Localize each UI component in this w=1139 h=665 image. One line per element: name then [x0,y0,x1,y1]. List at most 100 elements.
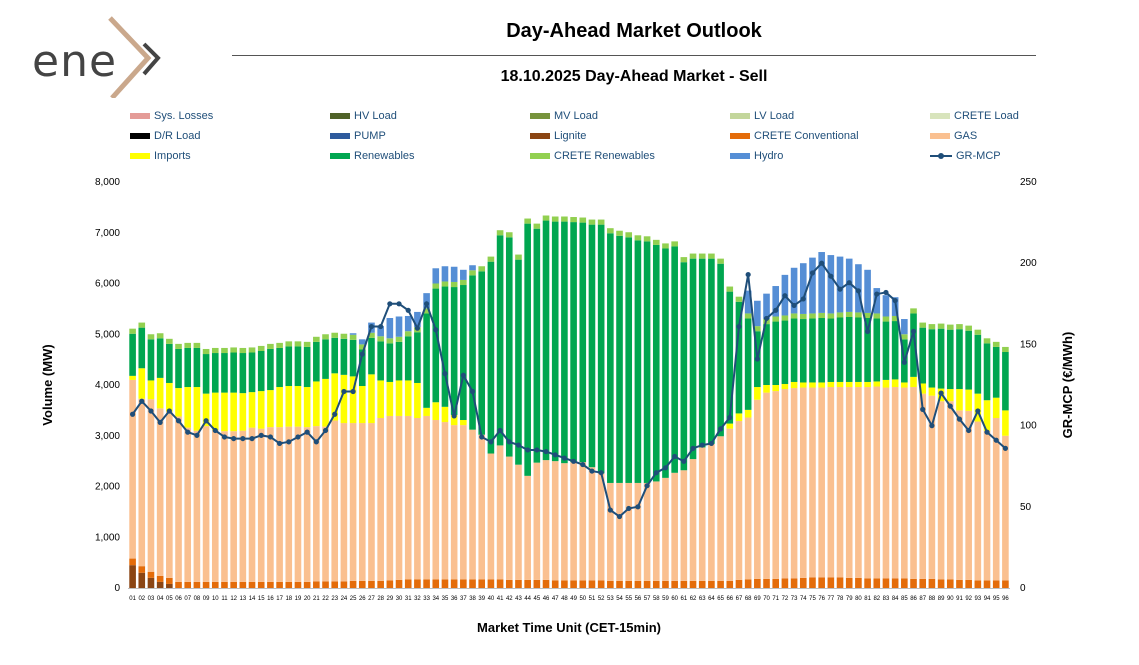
bar-imports-81 [864,381,871,388]
bar-crete-conventional-23 [331,581,339,588]
bar-gas-96 [1002,435,1009,581]
gr-mcp-point-60 [672,453,678,460]
gr-mcp-point-03 [148,408,154,414]
bar-renewables-58 [652,244,660,482]
bar-crete-renewables-24 [340,333,348,339]
bar-renewables-87 [919,327,927,384]
bar-crete-conventional-86 [910,578,917,588]
bar-imports-78 [836,381,844,388]
bar-crete-conventional-09 [202,581,210,588]
gr-mcp-point-54 [616,513,623,520]
bar-imports-80 [855,381,862,388]
x-tick-label: 31 [405,596,412,602]
gr-mcp-point-37 [460,372,466,378]
bar-crete-conventional-88 [928,578,936,588]
gr-mcp-point-35 [442,371,448,377]
bar-renewables-24 [340,338,348,375]
bar-crete-renewables-07 [184,342,192,348]
legend-label: HV Load [354,110,397,122]
bar-crete-conventional-03 [147,571,155,578]
gr-mcp-point-30 [396,301,402,307]
bar-renewables-77 [827,318,835,382]
bar-renewables-13 [239,353,247,394]
bar-gas-11 [221,431,228,582]
bar-crete-renewables-60 [671,241,678,247]
x-tick-label: 16 [267,596,274,602]
bar-renewables-64 [708,258,715,444]
gr-mcp-point-76 [819,260,825,266]
legend-label: D/R Load [154,130,201,142]
bar-crete-conventional-59 [662,580,669,588]
bar-renewables-62 [689,258,697,460]
x-tick-label: 37 [460,596,467,602]
bar-renewables-25 [349,339,357,377]
bar-imports-93 [974,393,982,422]
bar-crete-renewables-64 [708,253,715,259]
bar-crete-renewables-85 [901,334,908,340]
bar-gas-23 [331,420,339,582]
bar-crete-renewables-51 [588,219,596,225]
legend-swatch [930,152,952,160]
x-tick-label: 44 [524,596,531,602]
gr-mcp-point-52 [598,470,604,476]
bar-crete-conventional-50 [579,580,587,588]
bar-crete-conventional-08 [193,581,201,588]
bar-crete-conventional-79 [845,577,853,588]
bar-gas-52 [597,473,605,581]
gr-mcp-point-75 [809,270,816,276]
gr-mcp-point-47 [552,452,558,458]
bar-crete-renewables-53 [607,228,614,234]
bar-crete-conventional-34 [432,579,440,588]
gr-mcp-point-88 [929,423,935,429]
bar-renewables-56 [634,240,642,483]
bar-imports-33 [423,407,430,416]
x-tick-label: 24 [341,596,348,602]
gr-mcp-point-66 [727,414,733,421]
bar-crete-renewables-96 [1002,346,1009,353]
bar-gas-41 [496,445,504,580]
x-tick-label: 84 [892,596,899,602]
bar-hydro-77 [827,255,835,314]
x-tick-label: 55 [625,596,632,602]
bar-renewables-04 [156,338,164,378]
bar-crete-renewables-55 [625,232,633,238]
bar-crete-renewables-73 [790,313,798,319]
legend-item-gr-mcp: GR-MCP [930,150,1001,162]
bar-renewables-06 [175,348,182,389]
bar-crete-renewables-88 [928,324,936,330]
gr-mcp-point-17 [276,440,283,447]
bar-crete-renewables-91 [956,324,963,330]
bar-crete-conventional-56 [634,580,642,588]
bar-renewables-95 [992,346,1000,398]
bar-crete-conventional-24 [340,581,348,588]
legend-swatch [330,133,350,139]
x-tick-label: 71 [772,596,779,602]
bar-crete-conventional-13 [239,581,247,588]
x-tick-label: 32 [414,596,421,602]
x-tick-label: 58 [653,596,660,602]
bar-renewables-65 [717,263,724,437]
legend-swatch [130,113,150,119]
bar-lignite-02 [138,572,146,588]
bar-hydro-28 [377,326,384,337]
bar-crete-renewables-22 [322,334,329,340]
x-tick-label: 70 [763,596,770,602]
bar-crete-renewables-19 [294,341,302,347]
bar-gas-49 [570,462,577,581]
x-tick-label: 62 [690,596,697,602]
bar-renewables-75 [809,318,816,383]
bar-renewables-54 [616,235,623,483]
bar-imports-26 [358,386,366,424]
legend-item-crete-load: CRETE Load [930,110,1019,122]
bar-crete-conventional-26 [358,580,366,588]
bar-hydro-31 [404,315,412,332]
x-tick-label: 64 [708,596,715,602]
logo-x-mark [108,16,161,98]
gr-mcp-point-07 [185,429,191,435]
bar-imports-83 [882,379,890,388]
bar-gas-21 [313,426,320,582]
legend-item-imports: Imports [130,150,191,162]
bar-crete-conventional-36 [450,579,458,588]
bar-imports-09 [202,393,210,427]
